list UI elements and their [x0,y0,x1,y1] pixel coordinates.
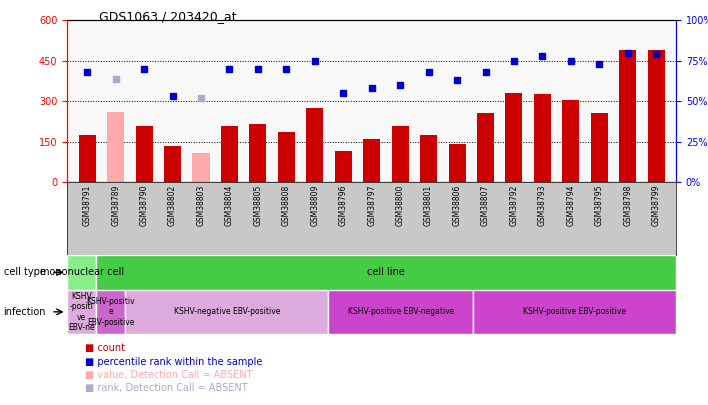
Text: ■ count: ■ count [85,343,125,353]
Text: GSM38806: GSM38806 [452,184,462,226]
Text: ■ rank, Detection Call = ABSENT: ■ rank, Detection Call = ABSENT [85,384,248,393]
Text: infection: infection [4,307,46,317]
Text: GSM38804: GSM38804 [225,184,234,226]
Text: GSM38790: GSM38790 [139,184,149,226]
Text: GDS1063 / 203420_at: GDS1063 / 203420_at [99,10,236,23]
Text: KSHV-negative EBV-positive: KSHV-negative EBV-positive [173,307,280,316]
Text: KSHV-positive EBV-negative: KSHV-positive EBV-negative [348,307,454,316]
Bar [534,94,551,182]
Text: GSM38798: GSM38798 [623,184,632,226]
Bar [221,126,238,182]
Bar [329,290,473,334]
Text: GSM38803: GSM38803 [197,184,205,226]
Bar [420,135,437,182]
Bar [506,93,523,182]
Text: GSM38801: GSM38801 [424,184,433,226]
Bar [278,132,295,182]
Bar [79,135,96,182]
Bar [392,126,409,182]
Text: GSM38809: GSM38809 [310,184,319,226]
Text: GSM38808: GSM38808 [282,184,291,226]
Bar [449,145,466,182]
Bar [562,100,579,182]
Text: GSM38800: GSM38800 [396,184,405,226]
Text: GSM38807: GSM38807 [481,184,490,226]
Bar [67,255,96,290]
Bar [193,153,210,182]
Bar [164,146,181,182]
Bar [335,151,352,182]
Bar [67,290,96,334]
Text: cell type: cell type [4,267,45,277]
Text: KSHV-positiv
e
EBV-positive: KSHV-positiv e EBV-positive [86,297,135,327]
Bar [107,112,124,182]
Bar [473,290,676,334]
Bar [125,290,329,334]
Text: GSM38797: GSM38797 [367,184,376,226]
Text: mononuclear cell: mononuclear cell [40,267,124,277]
Text: GSM38789: GSM38789 [111,184,120,226]
Text: GSM38792: GSM38792 [510,184,518,226]
Text: GSM38791: GSM38791 [83,184,91,226]
Text: GSM38795: GSM38795 [595,184,604,226]
Bar [135,126,153,182]
Text: cell line: cell line [367,267,405,277]
Text: KSHV-positive EBV-positive: KSHV-positive EBV-positive [523,307,626,316]
Bar [363,139,380,182]
Text: GSM38805: GSM38805 [253,184,263,226]
Bar [96,290,125,334]
Text: ■ value, Detection Call = ABSENT: ■ value, Detection Call = ABSENT [85,370,253,380]
Text: GSM38799: GSM38799 [652,184,661,226]
Text: ■ percentile rank within the sample: ■ percentile rank within the sample [85,357,263,367]
Bar [307,108,324,182]
Text: KSHV
-positi
ve
EBV-ne: KSHV -positi ve EBV-ne [69,292,95,332]
Bar [477,113,494,182]
Text: GSM38802: GSM38802 [168,184,177,226]
Text: GSM38794: GSM38794 [566,184,576,226]
Bar [648,50,665,182]
Bar [249,124,266,182]
Bar [590,113,608,182]
Text: GSM38793: GSM38793 [538,184,547,226]
Bar [620,50,636,182]
Text: GSM38796: GSM38796 [338,184,348,226]
